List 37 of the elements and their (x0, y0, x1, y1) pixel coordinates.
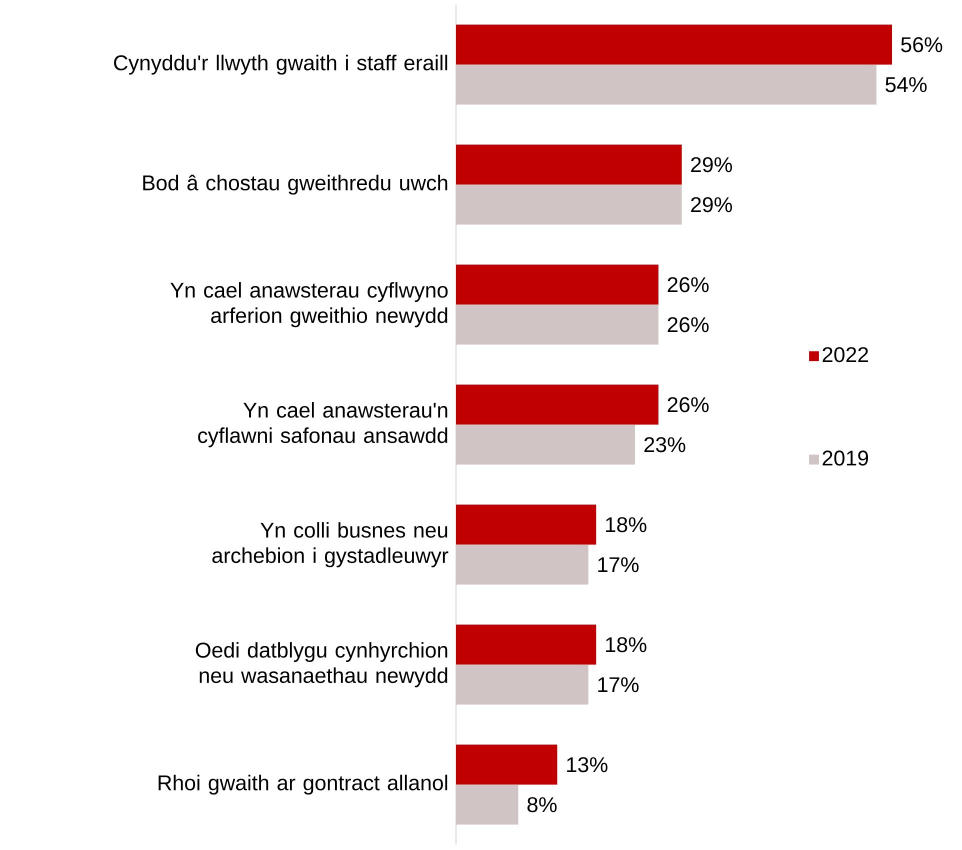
data-label: 13% (567, 757, 608, 772)
data-label: 8% (527, 797, 557, 812)
data-label: 17% (598, 677, 639, 692)
bar (456, 64, 876, 105)
bar (456, 384, 658, 425)
data-label: 26% (668, 397, 709, 412)
bar (456, 144, 682, 185)
y-tick-label: Cynyddu'r llwyth gwaith i staff eraill (114, 54, 448, 75)
data-label: 18% (606, 517, 646, 532)
data-label: 56% (901, 37, 942, 52)
data-label: 54% (886, 77, 927, 92)
y-tick-label: Yn cael anawsterau cyflwyno arferion gweithio newydd (170, 282, 448, 328)
bar (456, 664, 588, 705)
bar (456, 264, 658, 305)
data-label: 26% (668, 317, 709, 332)
bar (456, 624, 596, 665)
bar (456, 184, 682, 225)
y-tick-label: Yn cael anawsterau'n cyflawni safonau ansawdd (198, 402, 448, 448)
legend-label: 2019 (822, 450, 868, 466)
data-label: 23% (644, 437, 686, 452)
bar (456, 744, 558, 785)
bar (456, 24, 892, 65)
data-label: 29% (691, 157, 732, 172)
y-tick-label: Yn colli busnes neu archebion i gystadleuwyr (212, 522, 448, 568)
y-tick-label: Bod â chostau gweithredu uwch (143, 174, 448, 195)
bar (456, 424, 636, 465)
data-label: 26% (668, 277, 709, 292)
y-tick-label: Rhoi gwaith ar gontract allanol (158, 774, 448, 795)
data-label: 17% (598, 557, 639, 572)
y-tick-label: Oedi datblygu cynhyrchion neu wasanaethau newydd (196, 642, 448, 688)
data-label: 29% (691, 197, 732, 212)
bar (456, 304, 658, 345)
legend-label: 2022 (822, 347, 868, 362)
bar (456, 504, 596, 545)
bar (456, 544, 588, 585)
data-label: 18% (606, 637, 646, 652)
bar (456, 784, 518, 825)
